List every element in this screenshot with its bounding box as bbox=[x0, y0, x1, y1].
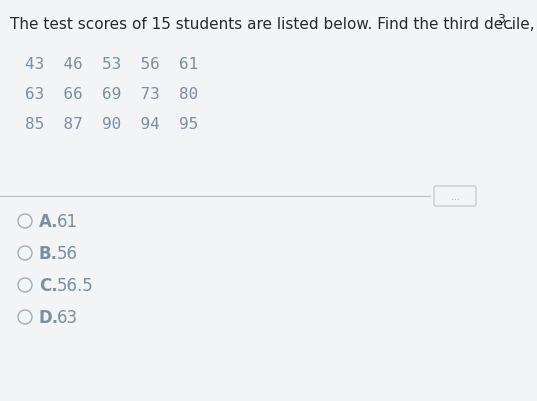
Text: 56: 56 bbox=[57, 244, 78, 262]
Text: A.: A. bbox=[39, 213, 59, 231]
Text: D.: D. bbox=[39, 308, 59, 326]
Text: ...: ... bbox=[451, 192, 460, 201]
Circle shape bbox=[18, 215, 32, 229]
Circle shape bbox=[18, 310, 32, 324]
Text: 43  46  53  56  61: 43 46 53 56 61 bbox=[25, 57, 198, 72]
Text: 63: 63 bbox=[57, 308, 78, 326]
Text: .: . bbox=[504, 17, 514, 32]
Text: 61: 61 bbox=[57, 213, 78, 231]
Text: C.: C. bbox=[39, 276, 57, 294]
Text: The test scores of 15 students are listed below. Find the third decile, D: The test scores of 15 students are liste… bbox=[10, 17, 537, 32]
Text: 3: 3 bbox=[497, 13, 505, 26]
Circle shape bbox=[18, 246, 32, 260]
Circle shape bbox=[18, 278, 32, 292]
FancyBboxPatch shape bbox=[434, 186, 476, 207]
Text: 85  87  90  94  95: 85 87 90 94 95 bbox=[25, 117, 198, 132]
Text: 56.5: 56.5 bbox=[57, 276, 94, 294]
Text: 63  66  69  73  80: 63 66 69 73 80 bbox=[25, 87, 198, 102]
Text: B.: B. bbox=[39, 244, 58, 262]
